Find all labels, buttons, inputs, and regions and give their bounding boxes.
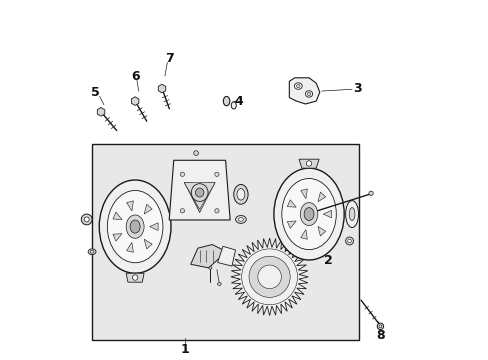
- Bar: [92, 144, 359, 339]
- Text: 6: 6: [131, 69, 139, 82]
- Ellipse shape: [345, 237, 353, 245]
- Polygon shape: [300, 229, 307, 239]
- Ellipse shape: [180, 172, 184, 176]
- Ellipse shape: [88, 249, 96, 255]
- Ellipse shape: [248, 256, 289, 297]
- Polygon shape: [184, 183, 212, 212]
- Ellipse shape: [81, 214, 92, 225]
- Polygon shape: [149, 223, 158, 230]
- Ellipse shape: [193, 151, 198, 156]
- Ellipse shape: [107, 190, 163, 263]
- Polygon shape: [286, 200, 296, 207]
- Polygon shape: [286, 221, 296, 228]
- Polygon shape: [230, 238, 308, 316]
- Ellipse shape: [300, 203, 317, 226]
- Polygon shape: [300, 189, 307, 199]
- Polygon shape: [97, 108, 104, 116]
- Ellipse shape: [294, 83, 302, 89]
- Ellipse shape: [99, 180, 171, 273]
- Ellipse shape: [305, 91, 312, 97]
- Ellipse shape: [191, 184, 207, 202]
- Polygon shape: [217, 246, 235, 266]
- Text: 1: 1: [181, 343, 189, 356]
- Ellipse shape: [347, 239, 351, 243]
- Ellipse shape: [378, 325, 381, 328]
- Ellipse shape: [237, 189, 244, 200]
- Polygon shape: [169, 160, 230, 220]
- Text: 2: 2: [324, 254, 332, 267]
- Ellipse shape: [223, 96, 229, 106]
- Ellipse shape: [195, 188, 203, 197]
- Text: 5: 5: [91, 86, 100, 99]
- Ellipse shape: [304, 208, 313, 220]
- Ellipse shape: [130, 220, 140, 233]
- Ellipse shape: [376, 323, 383, 329]
- Ellipse shape: [281, 179, 336, 249]
- Polygon shape: [126, 242, 133, 252]
- Ellipse shape: [348, 208, 354, 221]
- Text: 4: 4: [234, 95, 243, 108]
- Polygon shape: [131, 97, 139, 105]
- Polygon shape: [126, 201, 133, 211]
- Polygon shape: [144, 239, 152, 249]
- Ellipse shape: [273, 168, 344, 260]
- Text: 7: 7: [164, 51, 173, 64]
- Polygon shape: [158, 84, 165, 93]
- Ellipse shape: [126, 215, 144, 238]
- Ellipse shape: [132, 275, 138, 280]
- Ellipse shape: [180, 209, 184, 213]
- Polygon shape: [113, 234, 122, 241]
- Ellipse shape: [84, 217, 89, 222]
- Polygon shape: [186, 183, 215, 212]
- Polygon shape: [113, 212, 122, 220]
- Polygon shape: [144, 204, 152, 214]
- Polygon shape: [317, 226, 325, 236]
- Ellipse shape: [233, 184, 247, 204]
- Ellipse shape: [235, 216, 246, 224]
- Text: 8: 8: [376, 329, 384, 342]
- Ellipse shape: [306, 161, 311, 166]
- Polygon shape: [126, 273, 144, 282]
- Ellipse shape: [214, 209, 219, 213]
- Polygon shape: [289, 78, 319, 104]
- Ellipse shape: [306, 92, 310, 95]
- Ellipse shape: [208, 266, 211, 269]
- Text: 3: 3: [352, 82, 361, 95]
- Ellipse shape: [214, 172, 219, 176]
- Ellipse shape: [368, 191, 372, 195]
- Ellipse shape: [238, 218, 243, 221]
- Ellipse shape: [345, 201, 358, 228]
- Ellipse shape: [257, 265, 281, 289]
- Ellipse shape: [90, 250, 94, 253]
- Polygon shape: [317, 192, 325, 202]
- Ellipse shape: [296, 85, 300, 87]
- Polygon shape: [323, 210, 331, 218]
- Ellipse shape: [217, 283, 221, 285]
- Ellipse shape: [231, 102, 236, 109]
- Polygon shape: [298, 159, 319, 168]
- Polygon shape: [190, 244, 226, 268]
- Polygon shape: [184, 183, 215, 209]
